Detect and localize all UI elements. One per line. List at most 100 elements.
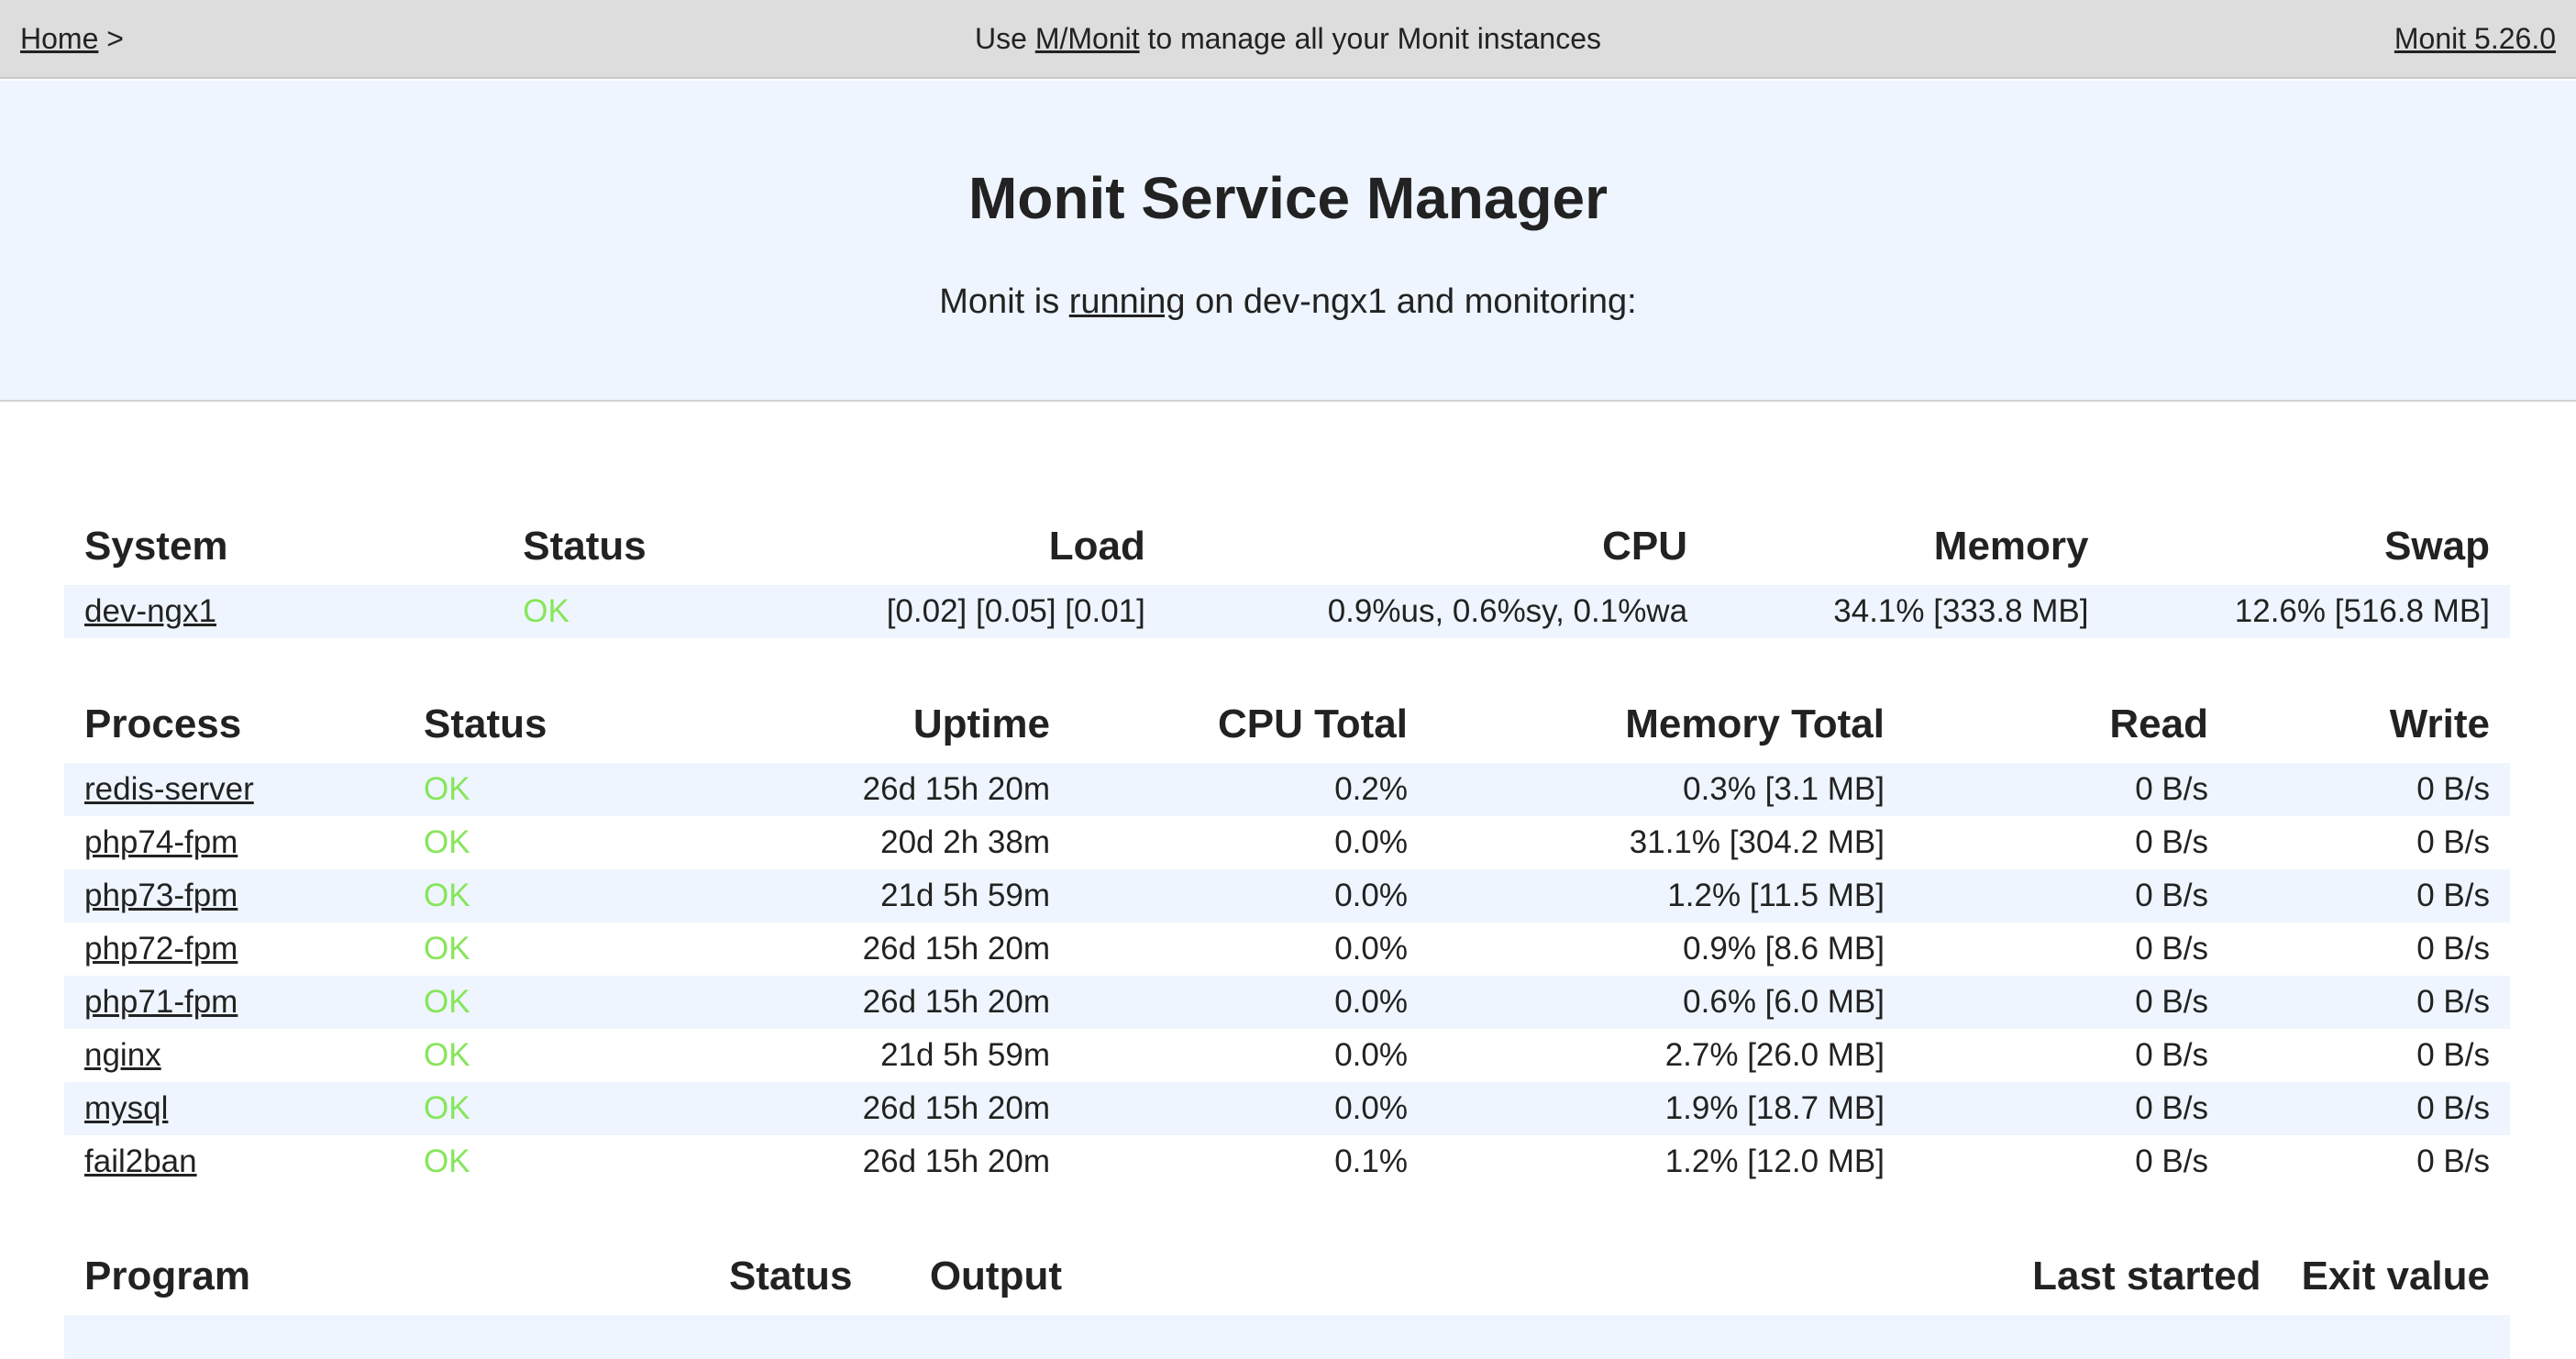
memory-value: 34.1% [333.8 MB] [1708,585,2109,638]
process-name-link[interactable]: php74-fpm [84,824,238,860]
memory-value: 0.9% [8.6 MB] [1683,931,1885,967]
status-badge: OK [404,1082,633,1135]
status-badge: OK [424,931,470,967]
column-header-output: Output [929,1254,1062,1298]
system-table: System Status Load CPU Memory Swap dev-n… [64,508,2510,638]
table-row: fail2ban OK 26d 15h 20m 0.1% 1.2% [12.0 … [64,1135,2510,1188]
write-value: 0 B/s [2416,931,2490,967]
column-header-program: Program [84,1254,250,1298]
cpu-value: 0.0% [1070,1082,1428,1135]
cpu-value: 0.1% [1334,1144,1408,1179]
status-badge: OK [424,1037,470,1073]
read-value: 0 B/s [1905,976,2228,1029]
cpu-value: 0.0% [1334,1037,1408,1073]
process-name-link[interactable]: mysql [84,1090,169,1126]
uptime-value: 26d 15h 20m [633,976,1070,1029]
process-table: Process Status Uptime CPU Total Memory T… [64,686,2510,1188]
column-header-swap: Swap [2384,524,2490,569]
breadcrumb-separator: > [106,22,124,55]
write-value: 0 B/s [2228,976,2510,1029]
page-title: Monit Service Manager [967,165,1609,231]
load-value: [0.02] [0.05] [0.01] [685,585,1166,638]
read-value: 0 B/s [1905,763,2228,816]
system-row: dev-ngx1 OK [0.02] [0.05] [0.01] 0.9%us,… [64,585,2510,638]
home-link[interactable]: Home [20,22,99,55]
column-header-read: Read [2109,702,2208,746]
read-value: 0 B/s [1905,1082,2228,1135]
column-header-cpu: CPU [1602,524,1688,569]
process-name-link[interactable]: php71-fpm [84,984,238,1020]
process-header-row: Process Status Uptime CPU Total Memory T… [64,686,2510,763]
uptime-value: 20d 2h 38m [880,824,1050,860]
write-value: 0 B/s [2416,1037,2490,1073]
uptime-value: 26d 15h 20m [633,763,1070,816]
running-link[interactable]: running [1068,282,1186,321]
cpu-value: 0.9%us, 0.6%sy, 0.1%wa [1165,585,1708,638]
column-header-write: Write [2389,702,2490,746]
process-name-link[interactable]: php72-fpm [84,931,238,967]
promo-prefix: Use [975,22,1027,55]
column-header-last-started: Last started [2032,1254,2261,1298]
breadcrumb: Home > [20,22,124,56]
program-table: Program Status Output Last started Exit … [64,1238,2510,1359]
uptime-value: 26d 15h 20m [862,1144,1050,1179]
read-value: 0 B/s [1905,869,2228,923]
status-prefix: Monit is [939,282,1060,321]
system-name-link[interactable]: dev-ngx1 [84,593,216,629]
top-bar: Home > Use M/Monit to manage all your Mo… [0,0,2576,79]
table-row: php73-fpm OK 21d 5h 59m 0.0% 1.2% [11.5 … [64,869,2510,923]
status-badge: OK [404,869,633,923]
process-name-link[interactable]: fail2ban [84,1144,197,1179]
table-row [64,1315,2510,1359]
read-value: 0 B/s [2135,824,2208,860]
column-header-status: Status [728,1254,853,1298]
memory-value: 0.6% [6.0 MB] [1428,976,1905,1029]
promo-suffix: to manage all your Monit instances [1147,22,1601,55]
memory-value: 31.1% [304.2 MB] [1629,824,1885,860]
page-header: Monit Service Manager Monit is running o… [0,81,2576,402]
column-header-cpu-total: CPU Total [1218,702,1408,746]
memory-value: 2.7% [26.0 MB] [1664,1037,1885,1073]
process-name-link[interactable]: nginx [84,1037,161,1073]
read-value: 0 B/s [2135,1144,2208,1179]
status-badge: OK [424,1144,470,1179]
cpu-value: 0.0% [1070,976,1428,1029]
cpu-value: 0.0% [1334,824,1408,860]
read-value: 0 B/s [2135,1037,2208,1073]
memory-value: 1.9% [18.7 MB] [1428,1082,1905,1135]
memory-value: 1.2% [11.5 MB] [1428,869,1905,923]
mmonit-promo: Use M/Monit to manage all your Monit ins… [0,22,2576,56]
version-link[interactable]: Monit 5.26.0 [2394,22,2556,55]
cpu-value: 0.2% [1070,763,1428,816]
write-value: 0 B/s [2228,869,2510,923]
column-header-load: Load [1048,524,1145,569]
table-row: php71-fpm OK 26d 15h 20m 0.0% 0.6% [6.0 … [64,976,2510,1029]
process-name-link[interactable]: php73-fpm [84,878,238,913]
write-value: 0 B/s [2416,824,2490,860]
status-badge: OK [503,585,686,638]
program-header-row: Program Status Output Last started Exit … [64,1238,2510,1315]
status-badge: OK [404,976,633,1029]
status-badge: OK [424,824,470,860]
uptime-value: 26d 15h 20m [633,1082,1070,1135]
table-row: php72-fpm OK 26d 15h 20m 0.0% 0.9% [8.6 … [64,923,2510,976]
read-value: 0 B/s [2135,931,2208,967]
uptime-value: 21d 5h 59m [633,869,1070,923]
column-header-memory: Memory [1933,524,2089,569]
table-row: redis-server OK 26d 15h 20m 0.2% 0.3% [3… [64,763,2510,816]
mmonit-link[interactable]: M/Monit [1034,22,1140,55]
column-header-exit-value: Exit value [2301,1254,2490,1298]
column-header-memory-total: Memory Total [1625,702,1885,746]
system-header-row: System Status Load CPU Memory Swap [64,508,2510,585]
table-row: nginx OK 21d 5h 59m 0.0% 2.7% [26.0 MB] … [64,1029,2510,1082]
memory-value: 1.2% [12.0 MB] [1664,1144,1885,1179]
table-row: php74-fpm OK 20d 2h 38m 0.0% 31.1% [304.… [64,816,2510,869]
uptime-value: 26d 15h 20m [862,931,1050,967]
monit-status-line: Monit is running on dev-ngx1 and monitor… [0,284,2576,319]
write-value: 0 B/s [2416,1144,2490,1179]
column-header-process: Process [84,702,242,746]
memory-value: 0.3% [3.1 MB] [1428,763,1905,816]
column-header-status: Status [523,524,647,569]
table-row: mysql OK 26d 15h 20m 0.0% 1.9% [18.7 MB]… [64,1082,2510,1135]
process-name-link[interactable]: redis-server [84,771,254,807]
